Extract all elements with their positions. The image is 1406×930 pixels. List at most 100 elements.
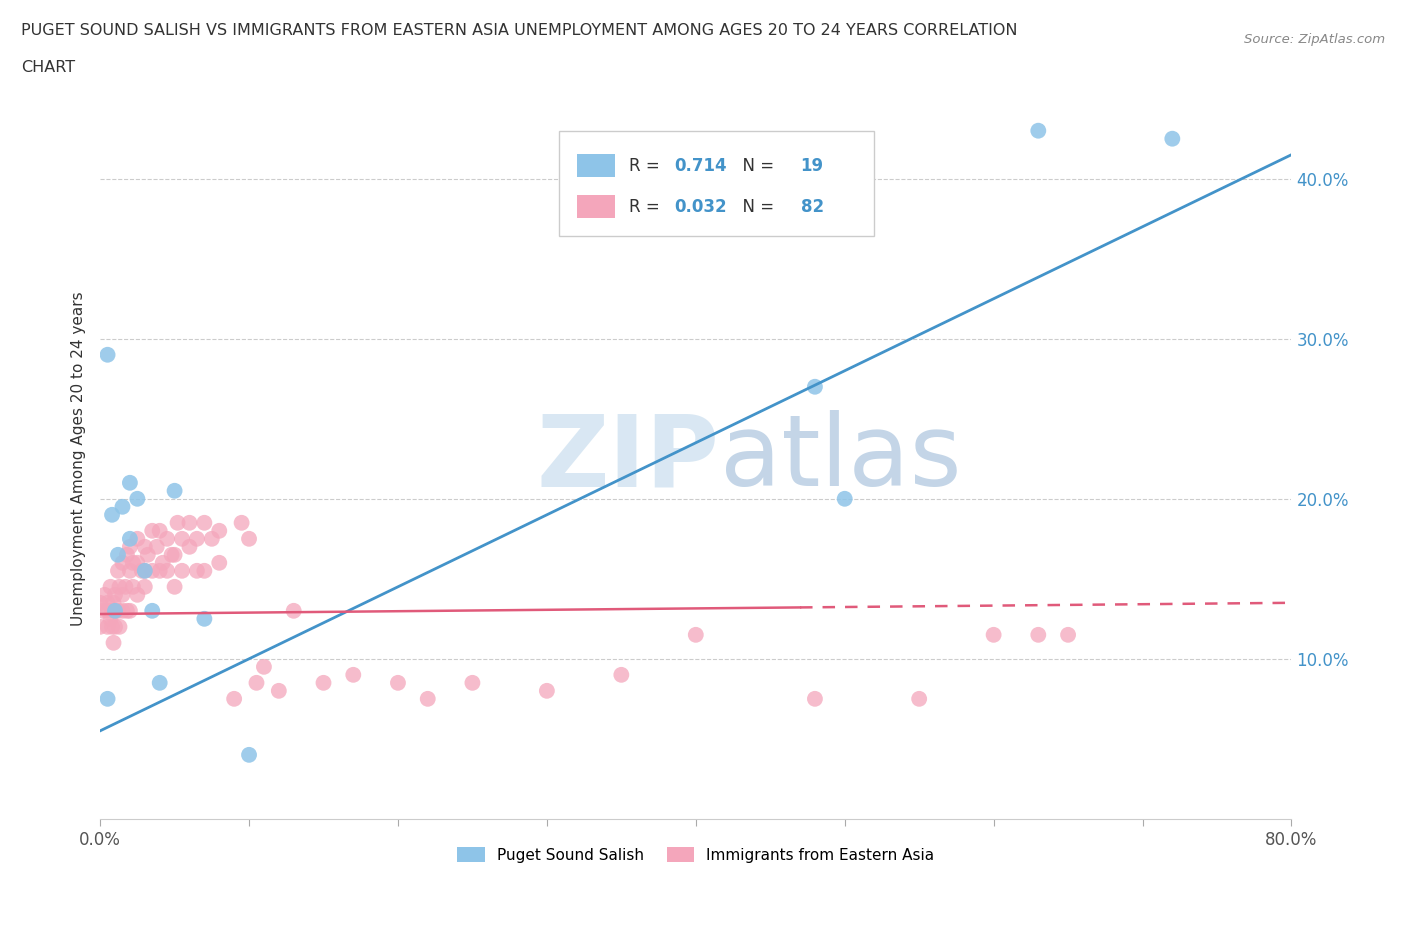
- Point: [283, 604, 305, 618]
- Point: [103, 635, 125, 650]
- Point: [312, 675, 335, 690]
- Point: [267, 684, 290, 698]
- Point: [186, 564, 208, 578]
- Point: [101, 508, 124, 523]
- Point: [536, 684, 558, 698]
- Text: Source: ZipAtlas.com: Source: ZipAtlas.com: [1244, 33, 1385, 46]
- Point: [127, 491, 149, 506]
- Point: [107, 564, 129, 578]
- Point: [387, 675, 409, 690]
- Point: [208, 555, 231, 570]
- Point: [122, 579, 145, 594]
- Point: [163, 548, 186, 563]
- Point: [134, 564, 156, 578]
- Point: [179, 539, 201, 554]
- Point: [685, 628, 707, 643]
- Y-axis label: Unemployment Among Ages 20 to 24 years: Unemployment Among Ages 20 to 24 years: [72, 291, 86, 626]
- Point: [127, 555, 149, 570]
- Point: [89, 595, 111, 610]
- Text: R =: R =: [628, 198, 665, 216]
- Bar: [576, 195, 614, 219]
- Point: [104, 588, 127, 603]
- Point: [111, 588, 134, 603]
- Point: [193, 515, 215, 530]
- Point: [89, 619, 111, 634]
- Text: 82: 82: [800, 198, 824, 216]
- Point: [238, 531, 260, 546]
- Point: [141, 524, 163, 538]
- Point: [1161, 131, 1184, 146]
- Point: [152, 555, 174, 570]
- Point: [245, 675, 267, 690]
- Point: [610, 668, 633, 683]
- Point: [1026, 628, 1049, 643]
- Point: [170, 531, 193, 546]
- Text: 0.714: 0.714: [675, 156, 727, 175]
- Point: [834, 491, 856, 506]
- Point: [193, 564, 215, 578]
- Point: [97, 619, 120, 634]
- Point: [104, 619, 127, 634]
- Point: [101, 604, 124, 618]
- Point: [104, 604, 127, 618]
- Point: [134, 539, 156, 554]
- Point: [804, 691, 827, 706]
- Point: [145, 539, 167, 554]
- Point: [193, 611, 215, 626]
- Point: [111, 604, 134, 618]
- Point: [170, 564, 193, 578]
- Point: [107, 604, 129, 618]
- Point: [141, 604, 163, 618]
- Point: [908, 691, 931, 706]
- FancyBboxPatch shape: [558, 131, 875, 235]
- Point: [149, 564, 172, 578]
- Point: [103, 595, 125, 610]
- Point: [163, 579, 186, 594]
- Point: [179, 515, 201, 530]
- Text: atlas: atlas: [720, 410, 962, 507]
- Text: R =: R =: [628, 156, 665, 175]
- Point: [97, 691, 120, 706]
- Point: [134, 564, 156, 578]
- Point: [114, 579, 136, 594]
- Point: [118, 564, 141, 578]
- Point: [149, 524, 172, 538]
- Point: [461, 675, 484, 690]
- Point: [1026, 124, 1049, 139]
- Point: [163, 484, 186, 498]
- Point: [224, 691, 246, 706]
- Point: [141, 564, 163, 578]
- Point: [118, 539, 141, 554]
- Text: 0.032: 0.032: [675, 198, 727, 216]
- Point: [111, 555, 134, 570]
- Point: [115, 604, 138, 618]
- Point: [122, 555, 145, 570]
- Point: [231, 515, 253, 530]
- Point: [100, 579, 122, 594]
- Point: [108, 579, 131, 594]
- Point: [115, 548, 138, 563]
- Text: ZIP: ZIP: [537, 410, 720, 507]
- Point: [804, 379, 827, 394]
- Point: [127, 588, 149, 603]
- Point: [100, 611, 122, 626]
- Point: [118, 531, 141, 546]
- Point: [107, 548, 129, 563]
- Text: PUGET SOUND SALISH VS IMMIGRANTS FROM EASTERN ASIA UNEMPLOYMENT AMONG AGES 20 TO: PUGET SOUND SALISH VS IMMIGRANTS FROM EA…: [21, 23, 1018, 38]
- Point: [416, 691, 439, 706]
- Point: [160, 548, 183, 563]
- Point: [108, 619, 131, 634]
- Legend: Puget Sound Salish, Immigrants from Eastern Asia: Puget Sound Salish, Immigrants from East…: [451, 841, 941, 869]
- Point: [166, 515, 188, 530]
- Point: [201, 531, 224, 546]
- Text: N =: N =: [731, 156, 779, 175]
- Point: [208, 524, 231, 538]
- Point: [93, 588, 115, 603]
- Point: [97, 347, 120, 362]
- Point: [111, 499, 134, 514]
- Point: [149, 675, 172, 690]
- Point: [253, 659, 276, 674]
- Text: 19: 19: [800, 156, 824, 175]
- Point: [131, 564, 153, 578]
- Point: [134, 579, 156, 594]
